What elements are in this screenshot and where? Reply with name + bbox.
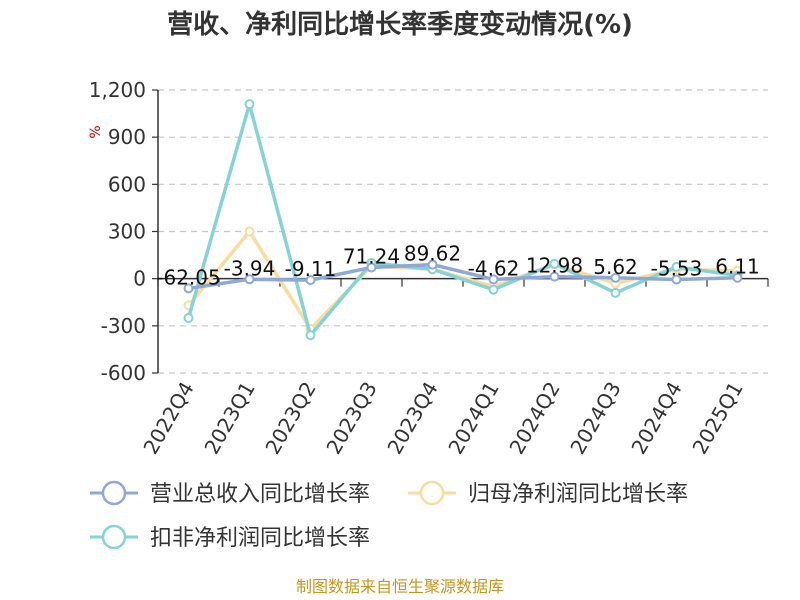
data-point	[183, 283, 194, 294]
y-tick-label: 1,200	[89, 78, 146, 102]
data-label: 5.62	[593, 255, 638, 279]
data-point	[671, 274, 682, 285]
data-point	[427, 259, 438, 270]
x-tick-label: 2023Q4	[382, 378, 442, 459]
legend-marker	[101, 524, 127, 550]
data-point	[305, 275, 316, 286]
data-point	[549, 271, 560, 282]
x-tick-label: 2024Q1	[443, 378, 503, 459]
x-tick-label: 2024Q4	[626, 378, 686, 459]
y-tick-label: 600	[108, 172, 146, 196]
legend-item: 归母净利润同比增长率	[408, 480, 688, 507]
y-tick-label: -600	[101, 361, 146, 385]
x-tick-label: 2024Q3	[565, 378, 625, 459]
data-point	[610, 287, 621, 298]
y-tick-label: 300	[108, 220, 146, 244]
legend-marker	[419, 480, 445, 506]
data-label: 71.24	[343, 244, 400, 268]
data-label: -9.11	[285, 257, 337, 281]
series-line	[186, 102, 738, 338]
y-tick-label: 0	[133, 267, 146, 291]
chart-title: 营收、净利同比增长率季度变动情况(%)	[167, 9, 633, 40]
legend-label: 扣非净利润同比增长率	[150, 526, 370, 551]
data-point	[549, 258, 560, 269]
data-point	[183, 312, 194, 323]
data-label: -62.05	[156, 265, 220, 289]
data-point	[732, 272, 743, 283]
x-tick-label: 2024Q2	[504, 378, 564, 459]
data-point	[366, 262, 377, 273]
x-tick-label: 2025Q1	[687, 378, 747, 459]
data-label: -3.94	[224, 256, 276, 280]
x-tick-label: 2023Q2	[260, 378, 320, 459]
data-point	[244, 274, 255, 285]
data-point	[488, 284, 499, 295]
data-point	[610, 272, 621, 283]
legend-item: 营业总收入同比增长率	[90, 480, 370, 507]
data-label: 89.62	[404, 242, 461, 266]
data-point	[671, 261, 682, 272]
legend-label: 归母净利润同比增长率	[468, 482, 688, 507]
legend-label: 营业总收入同比增长率	[150, 482, 370, 507]
x-tick-label: 2023Q1	[199, 378, 259, 459]
data-label: -5.53	[651, 257, 703, 281]
grid	[158, 89, 768, 374]
data-label: -4.62	[468, 256, 520, 280]
y-unit-label: %	[88, 125, 104, 138]
data-point	[244, 99, 255, 110]
source-note: 制图数据来自恒生聚源数据库	[296, 577, 504, 596]
x-tick-label: 2022Q4	[138, 378, 198, 459]
legend-item: 扣非净利润同比增长率	[90, 524, 370, 551]
data-point	[488, 274, 499, 285]
y-tick-label: -300	[101, 314, 146, 338]
data-point	[305, 330, 316, 341]
series-line	[188, 262, 738, 291]
data-label: 6.11	[715, 255, 760, 279]
data-point	[244, 226, 255, 237]
legend-marker	[101, 480, 127, 506]
series-layer	[183, 99, 743, 341]
data-label: 12.98	[526, 254, 583, 278]
x-tick-label: 2023Q3	[321, 378, 381, 459]
y-tick-label: 900	[108, 125, 146, 149]
